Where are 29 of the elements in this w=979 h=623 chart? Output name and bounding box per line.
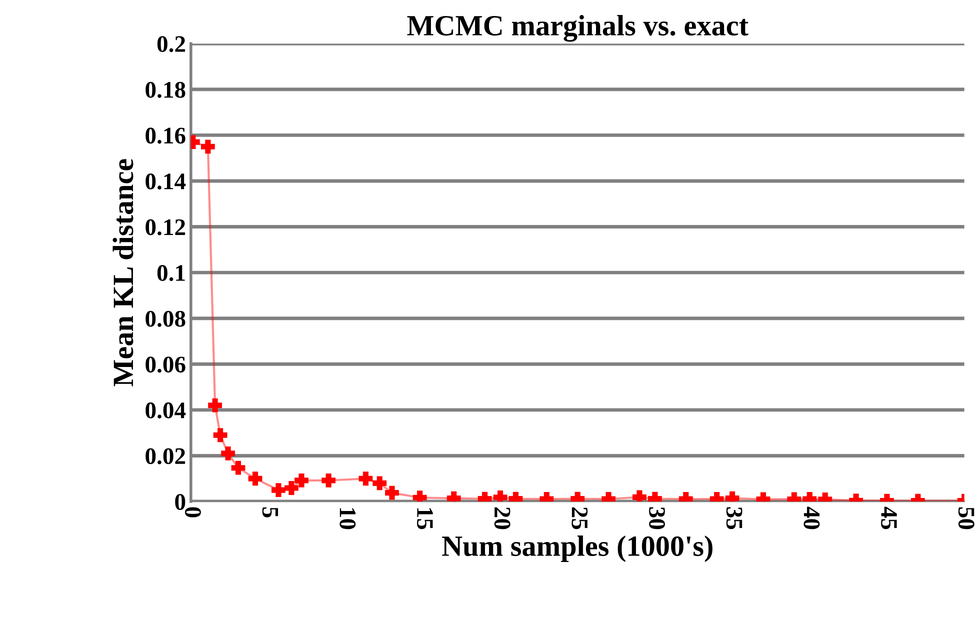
point	[200, 140, 215, 154]
x-tick-label: 45	[881, 506, 897, 530]
x-tick-label: 35	[726, 507, 742, 530]
y-axis-title: Mean KL distance	[112, 159, 134, 386]
y-tick-label: 0.1	[157, 265, 185, 282]
y-tick-label: 0.04	[146, 402, 186, 418]
x-tick-label: 25	[572, 507, 588, 530]
point	[493, 490, 508, 502]
y-tick-label: 0.18	[146, 82, 186, 98]
y-tick-label: 0.14	[146, 173, 186, 190]
x-tick-label: 40	[804, 506, 820, 530]
y-tick-label: 0.12	[146, 219, 186, 236]
x-tick-label: 15	[417, 508, 433, 530]
x-tick-label: 30	[649, 507, 665, 530]
x-tick-label: 10	[340, 508, 356, 530]
point	[208, 398, 222, 412]
x-tick-label: 20	[494, 507, 510, 530]
y-tick-label: 0.06	[146, 356, 186, 373]
y-tick-label: 0.08	[146, 310, 186, 327]
y-tick-label: 0.16	[146, 128, 186, 144]
x-tick-label: 5	[262, 507, 278, 518]
point	[632, 490, 646, 502]
chart-title: MCMC marginals vs. exact	[407, 15, 748, 42]
y-tick-label: 0.02	[146, 448, 186, 464]
x-axis-title: Num samples (1000's)	[442, 536, 712, 562]
y-tick-label: 0.2	[157, 36, 186, 52]
x-tick-label: 50	[958, 507, 974, 530]
x-tick-label: 0	[184, 507, 201, 518]
point	[412, 490, 427, 502]
